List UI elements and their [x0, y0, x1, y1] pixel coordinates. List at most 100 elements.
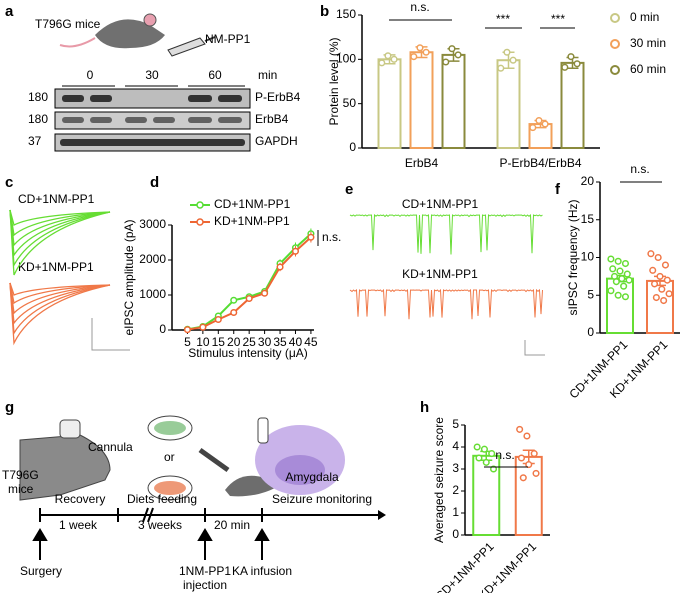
lane-label: 30 [145, 68, 159, 82]
bar [514, 455, 543, 536]
data-point [621, 259, 630, 268]
legend-label: 60 min [630, 62, 666, 76]
y-tick-label: 0 [587, 325, 594, 339]
data-point [614, 257, 622, 265]
scale-bar [91, 318, 130, 351]
y-axis-label: Averaged seizure score [432, 417, 446, 543]
legend-marker [610, 13, 620, 23]
panel-label: e [345, 181, 353, 198]
panel-label: d [150, 174, 159, 191]
data-point [454, 51, 462, 59]
x-tick-label: 35 [273, 335, 287, 349]
x-axis-label: Stimulus intensity (μA) [188, 346, 308, 360]
data-point [523, 432, 531, 440]
data-point [517, 454, 526, 462]
procedure-drawings [19, 415, 386, 560]
annotation: n.s. [495, 448, 514, 462]
data-point [614, 291, 622, 299]
annotation: n.s. [630, 162, 649, 176]
trace [9, 209, 111, 268]
y-tick-label: 4 [452, 439, 459, 453]
data-point [647, 250, 655, 258]
legend-label: 0 min [630, 10, 659, 24]
data-point [612, 278, 620, 286]
mouse-label: T796G mice [35, 17, 101, 31]
data-point [525, 461, 533, 469]
y-tick-label: 3 [452, 461, 459, 475]
band-label: P-ErbB4 [255, 90, 301, 104]
panel-label: c [5, 174, 13, 191]
annotation: n.s. [410, 0, 429, 14]
event-label: KA infusion [232, 564, 292, 578]
panel-label: f [555, 181, 561, 198]
data-point [480, 445, 488, 453]
region-label: Amygdala [285, 470, 339, 484]
data-point [307, 233, 315, 241]
y-tick-label: 2 [452, 483, 459, 497]
y-tick-label: 5 [587, 287, 594, 301]
data-point [658, 285, 666, 293]
trace-label: KD+1NM-PP1 [402, 267, 478, 281]
data-point [665, 290, 673, 298]
kda-marker: 37 [28, 134, 42, 148]
data-point [663, 276, 671, 284]
data-point [410, 53, 418, 61]
data-point [183, 326, 191, 334]
lane-label: 0 [87, 68, 94, 82]
bar [496, 59, 521, 149]
annotation: *** [496, 12, 510, 26]
data-point [442, 58, 450, 66]
data-point [618, 275, 626, 283]
y-tick-label: 0 [159, 322, 166, 336]
or-label: or [164, 450, 175, 464]
panel-label: a [5, 3, 14, 20]
trace [349, 213, 543, 255]
y-axis-label: eIPSC amplitude (pA) [122, 219, 136, 335]
phase-label: Seizure monitoring [272, 492, 372, 506]
bar [377, 58, 402, 149]
bar [409, 51, 434, 150]
legend-label: CD+1NM-PP1 [214, 197, 291, 211]
lane-label: 60 [208, 68, 222, 82]
bar [560, 61, 585, 150]
scale-bar [524, 340, 545, 356]
data-point [482, 458, 490, 466]
data-point [503, 48, 511, 56]
legend-marker [196, 218, 204, 226]
data-point [623, 270, 631, 278]
legend-label: KD+1NM-PP1 [214, 214, 290, 228]
y-tick-label: 5 [452, 417, 459, 431]
data-point [652, 293, 660, 302]
y-tick-label: 150 [336, 7, 356, 21]
data-point [656, 272, 664, 280]
data-point [649, 266, 657, 274]
bar [606, 277, 634, 335]
data-point [573, 60, 581, 68]
data-point [378, 59, 386, 67]
band-label: GAPDH [255, 134, 298, 148]
trace [9, 209, 111, 257]
x-tick-label: 20 [227, 335, 241, 349]
data-point [384, 52, 392, 60]
x-tick-label: 30 [258, 335, 272, 349]
data-point [625, 276, 633, 284]
data-point [609, 265, 617, 273]
data-point [230, 296, 238, 304]
data-point [199, 323, 207, 331]
panel-label: h [420, 399, 429, 416]
data-point [489, 465, 498, 473]
data-point [621, 293, 630, 301]
phase-label: Recovery [55, 492, 106, 506]
trace [9, 209, 111, 276]
x-tick-label: 5 [184, 335, 191, 349]
y-tick-label: 20 [581, 174, 595, 188]
trace [9, 282, 111, 346]
data-point [516, 425, 524, 433]
y-axis-label: sIPSC frequency (Hz) [566, 199, 580, 315]
trace [9, 282, 111, 325]
data-point [620, 282, 628, 290]
duration-label: 3 weeks [138, 518, 182, 532]
data-point [541, 120, 549, 128]
data-point [488, 450, 496, 458]
mouse-drawing [59, 13, 216, 57]
